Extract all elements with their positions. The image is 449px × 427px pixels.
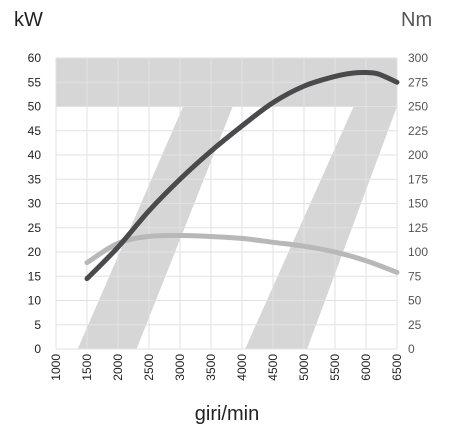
left-tick-label: 5	[34, 318, 41, 332]
grid-lines	[55, 57, 398, 350]
left-tick-label: 15	[28, 269, 42, 283]
left-tick-label: 55	[28, 75, 42, 89]
right-tick-label: 75	[408, 269, 422, 283]
right-tick-label: 0	[408, 342, 415, 356]
right-tick-label: 150	[408, 197, 428, 211]
x-tick-label: 1500	[80, 354, 94, 381]
x-tick-label: 6000	[359, 354, 373, 381]
x-tick-label: 1000	[49, 354, 63, 381]
right-tick-label: 225	[408, 124, 428, 138]
right-unit-label: Nm	[401, 9, 432, 31]
torque-curve	[84, 232, 400, 275]
left-axis-ticks: 0 5 10 15 20 25 30 35 40 45 50 55 60	[28, 51, 42, 356]
right-tick-label: 300	[408, 51, 428, 65]
right-tick-label: 175	[408, 172, 428, 186]
left-tick-label: 0	[34, 342, 41, 356]
left-tick-label: 35	[28, 172, 42, 186]
left-tick-label: 60	[28, 51, 42, 65]
left-tick-label: 40	[28, 148, 42, 162]
x-tick-label: 2500	[142, 354, 156, 381]
right-tick-label: 25	[408, 318, 422, 332]
left-tick-label: 20	[28, 245, 42, 259]
x-tick-label: 6500	[390, 354, 404, 381]
x-tick-label: 3500	[204, 354, 218, 381]
x-tick-label: 5500	[328, 354, 342, 381]
right-tick-label: 250	[408, 100, 428, 114]
x-axis-ticks: 1000 1500 2000 2500 3000 3500 4000 4500 5000 5500…	[49, 354, 404, 381]
left-tick-label: 45	[28, 124, 42, 138]
left-tick-label: 50	[28, 100, 42, 114]
left-tick-label: 10	[28, 294, 42, 308]
left-tick-label: 25	[28, 221, 42, 235]
x-tick-label: 3000	[173, 354, 187, 381]
left-tick-label: 30	[28, 197, 42, 211]
right-tick-label: 125	[408, 221, 428, 235]
left-unit-label: kW	[14, 9, 43, 31]
right-tick-label: 275	[408, 75, 428, 89]
x-tick-label: 4000	[235, 354, 249, 381]
x-axis-label: giri/min	[195, 403, 259, 425]
right-tick-label: 50	[408, 294, 422, 308]
right-tick-label: 200	[408, 148, 428, 162]
power-curve	[84, 69, 400, 282]
right-axis-ticks: 0 25 50 75 100 125 150 175 200 225 250 275 300	[408, 51, 428, 356]
x-tick-label: 5000	[297, 354, 311, 381]
x-tick-label: 2000	[111, 354, 125, 381]
right-tick-label: 100	[408, 245, 428, 259]
x-tick-label: 4500	[266, 354, 280, 381]
series-lines	[84, 69, 400, 282]
